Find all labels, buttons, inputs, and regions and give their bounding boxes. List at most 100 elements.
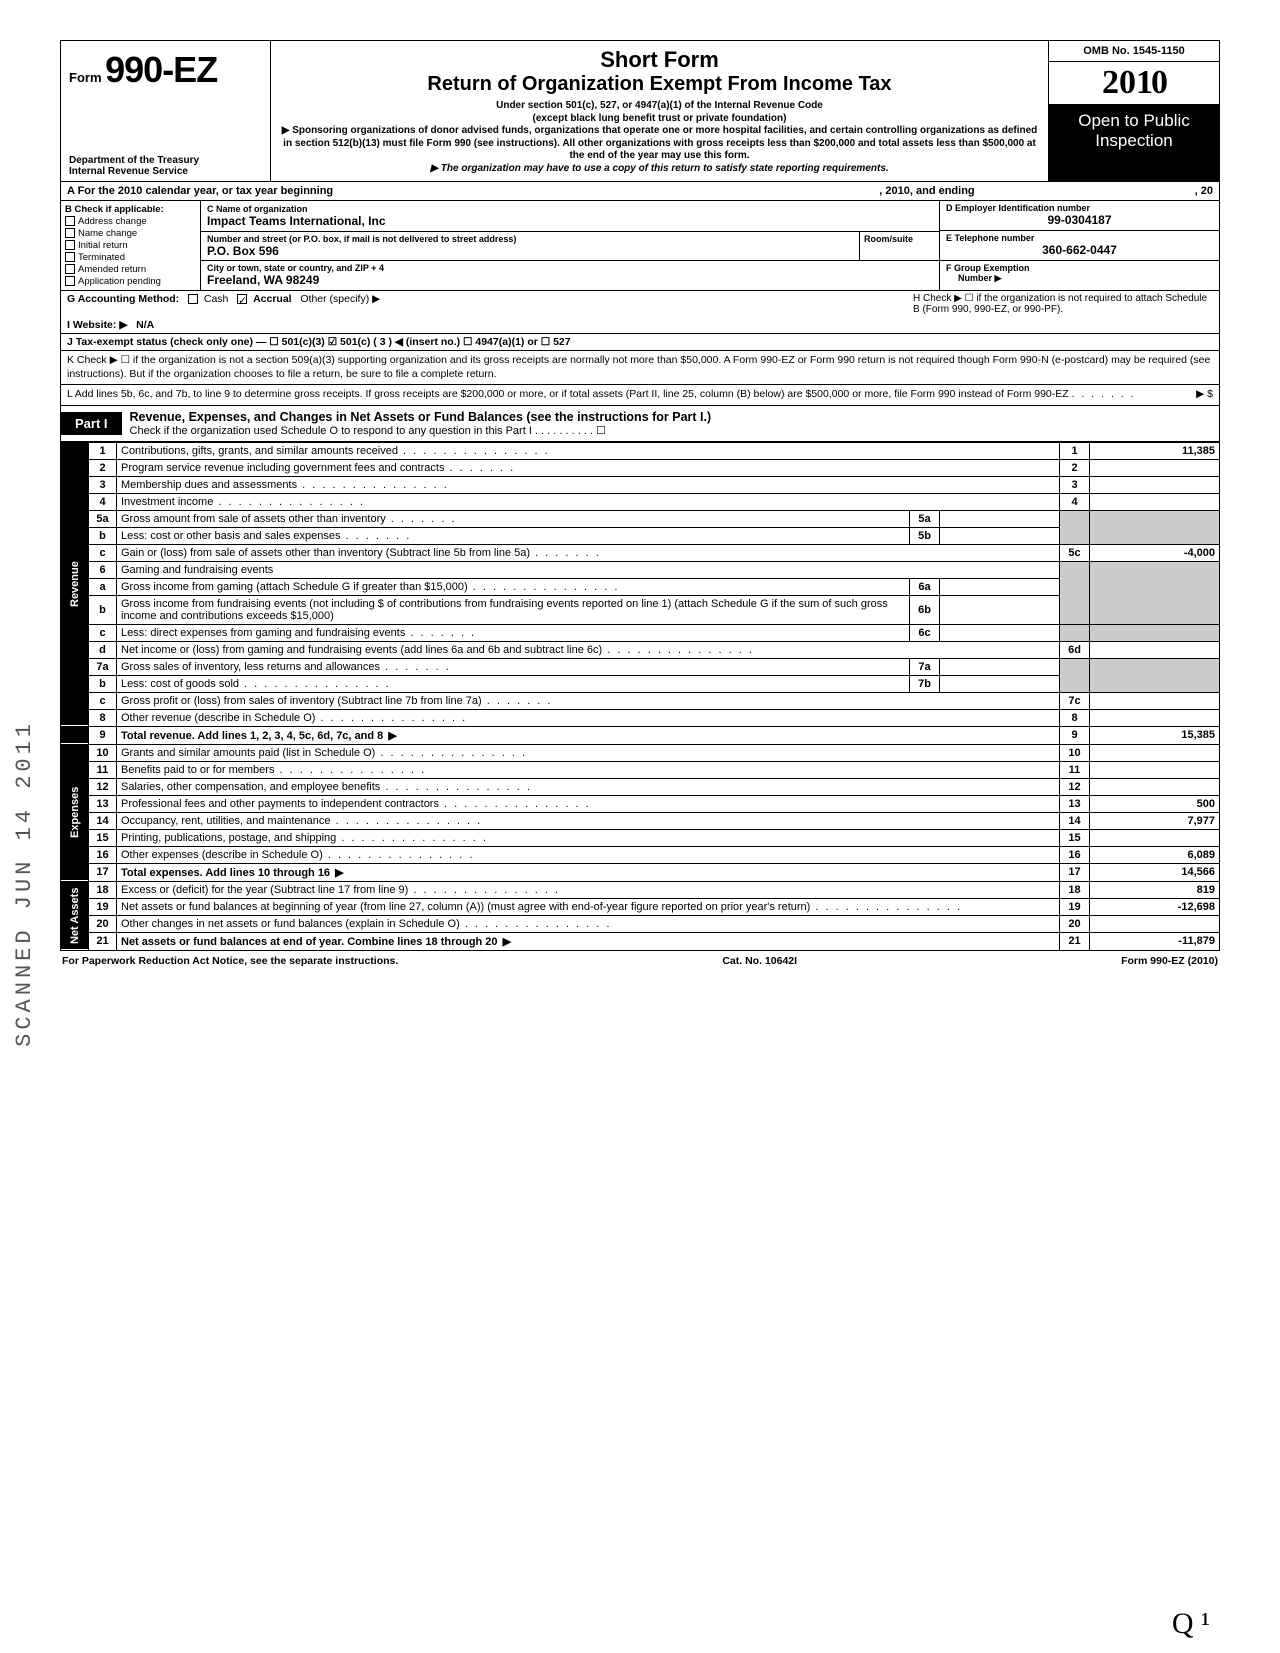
l11-amt xyxy=(1090,761,1220,778)
l10-num: 10 xyxy=(89,744,117,761)
l20-desc: Other changes in net assets or fund bala… xyxy=(121,918,460,930)
l14-desc: Occupancy, rent, utilities, and maintena… xyxy=(121,815,331,827)
footer-left: For Paperwork Reduction Act Notice, see … xyxy=(62,955,398,967)
part1-title: Revenue, Expenses, and Changes in Net As… xyxy=(130,410,712,424)
l13-desc: Professional fees and other payments to … xyxy=(121,798,439,810)
g-cash: Cash xyxy=(204,293,229,305)
l1-amt: 11,385 xyxy=(1090,442,1220,459)
l5b-in: 5b xyxy=(910,527,940,544)
row-l: L Add lines 5b, 6c, and 7b, to line 9 to… xyxy=(60,385,1220,406)
form-number: Form 990-EZ xyxy=(69,49,262,91)
chk-pending[interactable] xyxy=(65,276,75,286)
open-line1: Open to Public xyxy=(1053,111,1215,131)
chk-accrual[interactable]: ✓ xyxy=(237,294,247,304)
l5b-num: b xyxy=(89,527,117,544)
part1-header: Part I Revenue, Expenses, and Changes in… xyxy=(60,406,1220,442)
b-item-1: Name change xyxy=(78,228,137,239)
l18-desc: Excess or (deficit) for the year (Subtra… xyxy=(121,884,408,896)
b-head: B Check if applicable: xyxy=(65,204,196,215)
l6b-in: 6b xyxy=(910,595,940,624)
l15-num: 15 xyxy=(89,829,117,846)
netassets-side: Net Assets xyxy=(61,881,89,950)
row-ghij: G Accounting Method: Cash ✓ Accrual Othe… xyxy=(60,291,1220,351)
form-number-big: 990-EZ xyxy=(105,49,217,90)
l3-num: 3 xyxy=(89,476,117,493)
l-text: L Add lines 5b, 6c, and 7b, to line 9 to… xyxy=(67,388,1069,400)
l17-ln: 17 xyxy=(1060,863,1090,881)
part1-label: Part I xyxy=(61,412,122,435)
year-suffix: 10 xyxy=(1136,64,1166,101)
l15-desc: Printing, publications, postage, and shi… xyxy=(121,832,336,844)
h-text: H Check ▶ ☐ if the organization is not r… xyxy=(913,293,1213,315)
l6-num: 6 xyxy=(89,561,117,578)
l12-desc: Salaries, other compensation, and employ… xyxy=(121,781,380,793)
l11-desc: Benefits paid to or for members xyxy=(121,764,274,776)
l21-num: 21 xyxy=(89,932,117,950)
l12-ln: 12 xyxy=(1060,778,1090,795)
l18-ln: 18 xyxy=(1060,881,1090,898)
l6c-in: 6c xyxy=(910,624,940,641)
l2-desc: Program service revenue including govern… xyxy=(121,462,444,474)
f-label2: Number ▶ xyxy=(946,273,1213,284)
l10-ln: 10 xyxy=(1060,744,1090,761)
l14-num: 14 xyxy=(89,812,117,829)
part1-sub: Check if the organization used Schedule … xyxy=(130,424,1211,437)
chk-name[interactable] xyxy=(65,228,75,238)
l14-amt: 7,977 xyxy=(1090,812,1220,829)
l4-ln: 4 xyxy=(1060,493,1090,510)
l2-amt xyxy=(1090,459,1220,476)
l9-num: 9 xyxy=(89,726,117,744)
l10-amt xyxy=(1090,744,1220,761)
l21-ln: 21 xyxy=(1060,932,1090,950)
l11-num: 11 xyxy=(89,761,117,778)
l6a-desc: Gross income from gaming (attach Schedul… xyxy=(121,581,468,593)
chk-amended[interactable] xyxy=(65,264,75,274)
l17-amt: 14,566 xyxy=(1090,863,1220,881)
footer: For Paperwork Reduction Act Notice, see … xyxy=(60,951,1220,971)
l8-ln: 8 xyxy=(1060,709,1090,726)
l6a-num: a xyxy=(89,578,117,595)
l20-ln: 20 xyxy=(1060,915,1090,932)
tax-year: 2010 xyxy=(1049,62,1219,105)
d-label: D Employer Identification number xyxy=(946,203,1213,213)
l5c-num: c xyxy=(89,544,117,561)
lines-table: Revenue 1 Contributions, gifts, grants, … xyxy=(60,442,1220,951)
b-item-2: Initial return xyxy=(78,240,128,251)
l1-num: 1 xyxy=(89,442,117,459)
l6d-desc: Net income or (loss) from gaming and fun… xyxy=(121,644,602,656)
j-text: J Tax-exempt status (check only one) — ☐… xyxy=(67,336,1213,348)
l2-num: 2 xyxy=(89,459,117,476)
l4-desc: Investment income xyxy=(121,496,213,508)
b-item-0: Address change xyxy=(78,216,147,227)
b-item-4: Amended return xyxy=(78,264,146,275)
l3-desc: Membership dues and assessments xyxy=(121,479,297,491)
chk-terminated[interactable] xyxy=(65,252,75,262)
l6b-num: b xyxy=(89,595,117,624)
l12-amt xyxy=(1090,778,1220,795)
subtitle-4: ▶ The organization may have to use a cop… xyxy=(279,163,1040,176)
c-name-label: C Name of organization xyxy=(207,204,933,214)
dept-line2: Internal Revenue Service xyxy=(69,166,262,177)
l4-amt xyxy=(1090,493,1220,510)
l19-num: 19 xyxy=(89,898,117,915)
l13-num: 13 xyxy=(89,795,117,812)
l7c-ln: 7c xyxy=(1060,692,1090,709)
l17-num: 17 xyxy=(89,863,117,881)
l7a-in: 7a xyxy=(910,658,940,675)
chk-address[interactable] xyxy=(65,216,75,226)
dept-line1: Department of the Treasury xyxy=(69,155,262,166)
chk-initial[interactable] xyxy=(65,240,75,250)
l16-num: 16 xyxy=(89,846,117,863)
l6c-num: c xyxy=(89,624,117,641)
l3-amt xyxy=(1090,476,1220,493)
e-label: E Telephone number xyxy=(946,233,1213,243)
chk-cash[interactable] xyxy=(188,294,198,304)
scanned-stamp: SCANNED JUN 14 2011 xyxy=(12,720,37,1047)
org-address: P.O. Box 596 xyxy=(207,244,853,258)
l21-desc: Net assets or fund balances at end of ye… xyxy=(121,936,498,948)
l7c-desc: Gross profit or (loss) from sales of inv… xyxy=(121,695,482,707)
l5a-desc: Gross amount from sale of assets other t… xyxy=(121,513,386,525)
row-a: A For the 2010 calendar year, or tax yea… xyxy=(60,182,1220,201)
handwritten-mark: Q ¹ xyxy=(1172,1607,1210,1641)
l16-ln: 16 xyxy=(1060,846,1090,863)
